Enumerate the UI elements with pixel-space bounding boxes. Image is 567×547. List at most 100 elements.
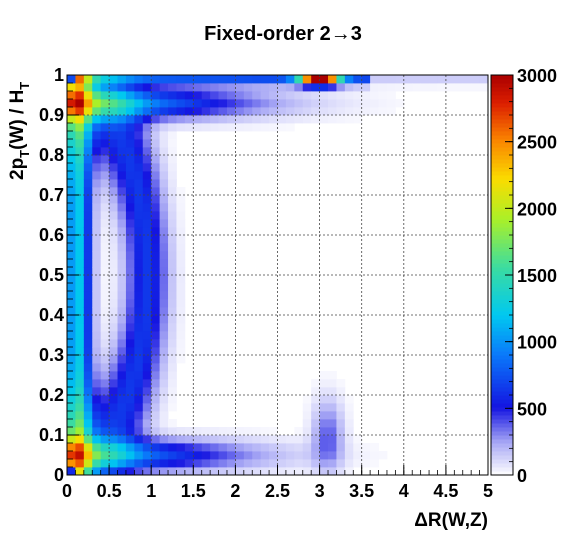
heatmap-cell <box>142 91 152 100</box>
heatmap-cell <box>134 123 144 132</box>
heatmap-cell <box>210 427 219 436</box>
heatmap-cell <box>109 155 118 164</box>
heatmap-cell <box>218 459 228 468</box>
heatmap-cell <box>159 419 169 428</box>
heatmap-cell <box>311 115 320 124</box>
heatmap-cell <box>243 451 253 460</box>
heatmap-cell <box>285 435 295 444</box>
heatmap-cell <box>92 211 102 220</box>
heatmap-cell <box>134 355 144 364</box>
heatmap-cell <box>125 347 135 356</box>
heatmap-cell <box>252 443 262 452</box>
heatmap-cell <box>92 83 102 92</box>
heatmap-cell <box>311 411 320 420</box>
heatmap-cell <box>210 91 219 100</box>
heatmap-cell <box>176 203 186 212</box>
heatmap-cell <box>100 187 110 196</box>
heatmap-cell <box>142 123 152 132</box>
heatmap-cell <box>319 403 329 412</box>
y-label-sub-2: T <box>17 82 32 90</box>
heatmap-cell <box>226 467 236 476</box>
heatmap-cell <box>134 411 144 420</box>
heatmap-cell <box>125 323 135 332</box>
heatmap-cell <box>168 235 177 244</box>
heatmap-cell <box>92 339 102 348</box>
heatmap-cell <box>353 459 363 468</box>
heatmap-cell <box>344 411 354 420</box>
heatmap-cell <box>125 171 135 180</box>
heatmap-cell <box>142 227 152 236</box>
heatmap-cell <box>100 371 110 380</box>
heatmap-cell <box>109 75 118 84</box>
heatmap-cell <box>100 323 110 332</box>
heatmap-cell <box>159 435 169 444</box>
heatmap-cell <box>142 387 152 396</box>
colorbar-segment <box>491 407 513 412</box>
heatmap-cell <box>344 107 354 116</box>
heatmap-cell <box>83 315 93 324</box>
heatmap-cell <box>125 131 135 140</box>
heatmap-cell <box>159 347 169 356</box>
heatmap-cell <box>159 427 169 436</box>
heatmap-cell <box>100 379 110 388</box>
heatmap-cell <box>92 411 102 420</box>
heatmap-cell <box>269 91 278 100</box>
colorbar-segment <box>491 415 513 420</box>
heatmap-cell <box>67 459 76 468</box>
heatmap-cell <box>100 147 110 156</box>
heatmap-cell <box>311 387 320 396</box>
heatmap-cell <box>243 107 253 116</box>
heatmap-cell <box>75 83 85 92</box>
heatmap-cell <box>403 83 413 92</box>
heatmap-cell <box>134 347 144 356</box>
heatmap-cell <box>100 307 110 316</box>
heatmap-cell <box>142 395 152 404</box>
heatmap-cell <box>302 107 312 116</box>
heatmap-cell <box>386 91 396 100</box>
heatmap-cell <box>159 115 169 124</box>
heatmap-cell <box>269 75 278 84</box>
heatmap-cell <box>75 315 85 324</box>
heatmap-cell <box>311 451 320 460</box>
heatmap-cell <box>75 275 85 284</box>
heatmap-cell <box>344 91 354 100</box>
heatmap-cell <box>151 339 161 348</box>
heatmap-cell <box>100 427 110 436</box>
heatmap-cell <box>218 83 228 92</box>
heatmap-cell <box>92 451 102 460</box>
heatmap-cell <box>117 259 127 268</box>
heatmap-cell <box>109 315 118 324</box>
heatmap-cell <box>168 91 177 100</box>
colorbar-segment <box>491 311 513 316</box>
heatmap-cell <box>109 115 118 124</box>
z-tick-label: 0 <box>517 466 527 486</box>
heatmap-cell <box>134 387 144 396</box>
heatmap-cell <box>75 227 85 236</box>
heatmap-cell <box>134 275 144 284</box>
heatmap-cell <box>117 395 127 404</box>
heatmap-cell <box>277 443 287 452</box>
heatmap-cell <box>151 307 161 316</box>
heatmap-cell <box>109 347 118 356</box>
y-tick-label: 1 <box>54 65 64 85</box>
heatmap-cell <box>311 443 320 452</box>
colorbar-segment <box>491 115 513 120</box>
heatmap-cell <box>328 83 337 92</box>
heatmap-cell <box>201 443 211 452</box>
colorbar-segment <box>491 467 513 472</box>
heatmap-cell <box>210 451 219 460</box>
heatmap-cell <box>386 75 396 84</box>
heatmap-cell <box>142 371 152 380</box>
heatmap-cell <box>125 275 135 284</box>
heatmap-cell <box>277 107 287 116</box>
heatmap-cell <box>134 155 144 164</box>
heatmap-cell <box>142 139 152 148</box>
heatmap-cell <box>83 459 93 468</box>
heatmap-cell <box>260 107 270 116</box>
colorbar-segment <box>491 315 513 320</box>
heatmap-cell <box>210 115 219 124</box>
heatmap-cell <box>100 435 110 444</box>
heatmap-cell <box>92 123 102 132</box>
heatmap-cell <box>235 107 245 116</box>
